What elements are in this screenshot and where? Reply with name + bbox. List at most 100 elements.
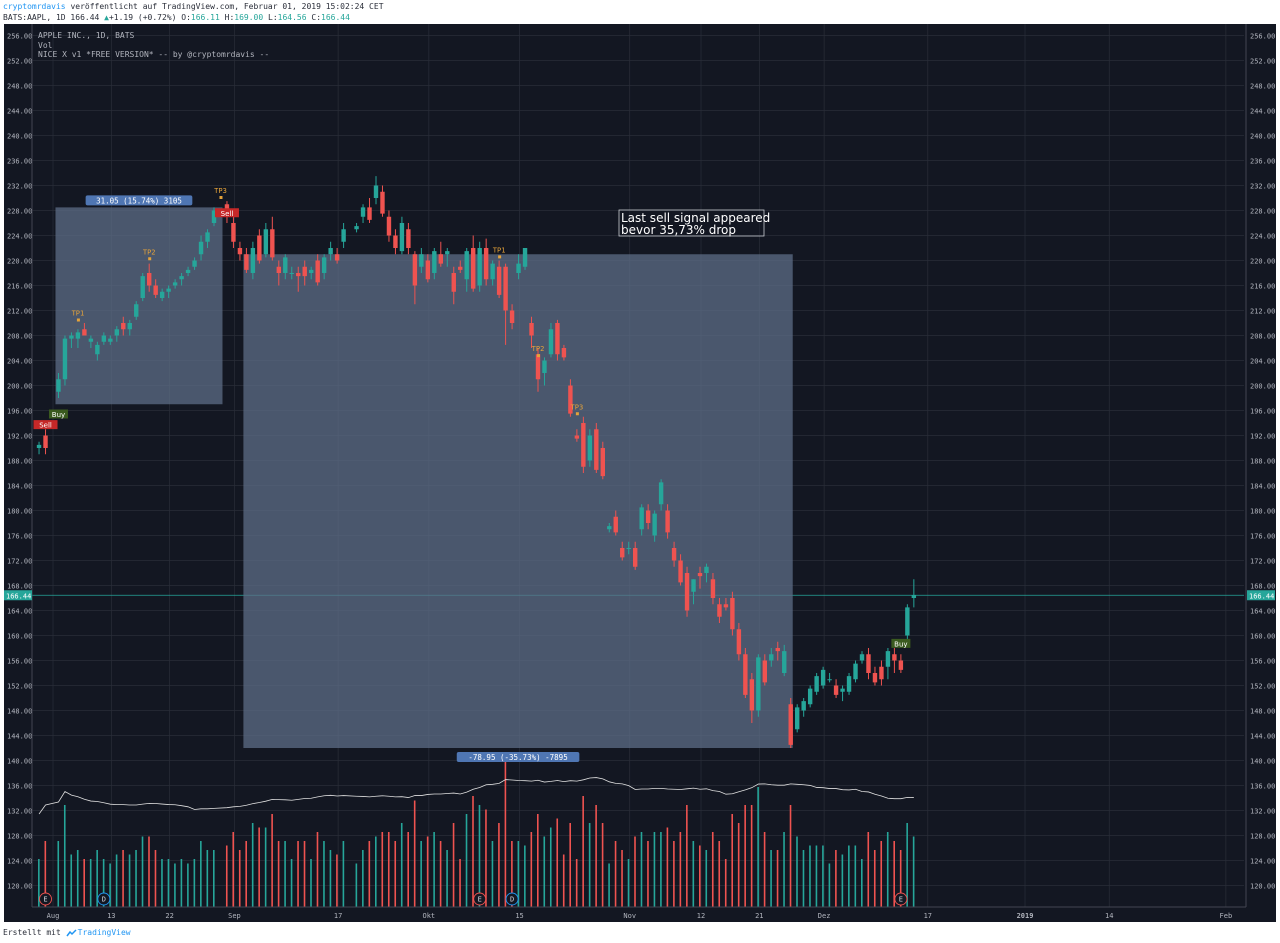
candle[interactable]: [594, 423, 599, 473]
candle[interactable]: [704, 563, 709, 583]
candle[interactable]: [548, 323, 554, 358]
candle[interactable]: [892, 648, 897, 673]
candle[interactable]: [121, 316, 126, 336]
candle[interactable]: [516, 254, 521, 280]
candle[interactable]: [833, 679, 839, 698]
dividend-event-icon[interactable]: [505, 892, 519, 906]
candle[interactable]: [613, 510, 618, 536]
price-chart[interactable]: 31.05 (15.74%) 3105 -78.95 (-35.73%) -789…: [0, 24, 1280, 925]
candle[interactable]: [108, 335, 113, 345]
candle[interactable]: [509, 304, 515, 330]
candle[interactable]: [788, 698, 793, 748]
candle[interactable]: [205, 229, 210, 248]
candle[interactable]: [373, 176, 379, 205]
candle[interactable]: [898, 654, 904, 673]
candle[interactable]: [360, 204, 366, 223]
candle[interactable]: [211, 207, 217, 227]
candle[interactable]: [620, 541, 625, 561]
candle[interactable]: [814, 673, 819, 695]
candle[interactable]: [665, 504, 670, 539]
candle[interactable]: [147, 263, 152, 292]
candle[interactable]: [393, 229, 398, 255]
candle[interactable]: [574, 429, 580, 442]
candle[interactable]: [905, 604, 910, 642]
candle[interactable]: [399, 216, 405, 255]
candle[interactable]: [568, 379, 573, 417]
candle[interactable]: [328, 241, 333, 261]
candle[interactable]: [192, 257, 197, 270]
candle[interactable]: [412, 251, 418, 305]
candle[interactable]: [257, 229, 262, 264]
candle[interactable]: [820, 666, 826, 689]
candle[interactable]: [471, 235, 476, 292]
candle[interactable]: [296, 266, 301, 292]
candle[interactable]: [600, 441, 605, 480]
candle[interactable]: [697, 566, 703, 589]
candle[interactable]: [114, 326, 119, 342]
candle[interactable]: [289, 266, 294, 280]
candle[interactable]: [879, 660, 884, 686]
candle[interactable]: [730, 591, 735, 636]
candle[interactable]: [522, 248, 528, 270]
candle[interactable]: [419, 248, 424, 273]
candle[interactable]: [503, 263, 508, 345]
candle[interactable]: [159, 288, 165, 302]
candle[interactable]: [425, 254, 431, 283]
candle[interactable]: [853, 660, 858, 683]
candle[interactable]: [321, 254, 327, 280]
candle[interactable]: [134, 301, 139, 320]
candle[interactable]: [380, 185, 385, 217]
candle[interactable]: [263, 223, 269, 258]
candle[interactable]: [756, 654, 761, 717]
candles[interactable]: [36, 176, 917, 748]
candle[interactable]: [315, 254, 320, 286]
candle[interactable]: [762, 654, 767, 686]
candle[interactable]: [367, 198, 372, 223]
candle[interactable]: [749, 673, 755, 723]
candle[interactable]: [555, 319, 560, 361]
candle[interactable]: [237, 241, 243, 261]
candle[interactable]: [743, 648, 748, 698]
candle[interactable]: [88, 335, 94, 349]
candle[interactable]: [101, 332, 107, 345]
candle[interactable]: [451, 266, 456, 305]
candle[interactable]: [658, 479, 664, 511]
candle[interactable]: [645, 504, 651, 530]
candle[interactable]: [198, 235, 204, 261]
candle[interactable]: [885, 648, 891, 680]
earnings-event-icon[interactable]: [894, 892, 908, 906]
candle[interactable]: [587, 429, 593, 467]
candle[interactable]: [458, 260, 463, 274]
candle[interactable]: [736, 623, 742, 661]
candle[interactable]: [684, 566, 690, 617]
candle[interactable]: [386, 210, 392, 242]
candle[interactable]: [846, 673, 852, 695]
candle[interactable]: [529, 316, 534, 348]
candle[interactable]: [166, 285, 171, 299]
candle[interactable]: [542, 357, 547, 386]
candle[interactable]: [671, 541, 677, 567]
candle[interactable]: [432, 248, 437, 280]
candle[interactable]: [496, 260, 502, 299]
candle[interactable]: [652, 510, 657, 542]
candle[interactable]: [911, 579, 917, 608]
candle[interactable]: [464, 248, 469, 292]
footer-brand[interactable]: TradingView: [77, 928, 131, 937]
candle[interactable]: [872, 666, 878, 686]
candle[interactable]: [626, 541, 631, 555]
candle[interactable]: [490, 260, 495, 286]
candle[interactable]: [438, 241, 443, 267]
candle[interactable]: [82, 323, 87, 336]
candle[interactable]: [795, 704, 800, 733]
candle[interactable]: [769, 648, 774, 667]
candle[interactable]: [185, 266, 191, 277]
dividend-event-icon[interactable]: [97, 892, 111, 906]
candle[interactable]: [840, 685, 845, 702]
candle[interactable]: [283, 254, 288, 280]
candle[interactable]: [807, 685, 813, 708]
candle[interactable]: [581, 416, 586, 473]
earnings-event-icon[interactable]: [473, 892, 487, 906]
candle[interactable]: [561, 344, 567, 361]
candle[interactable]: [43, 429, 48, 455]
